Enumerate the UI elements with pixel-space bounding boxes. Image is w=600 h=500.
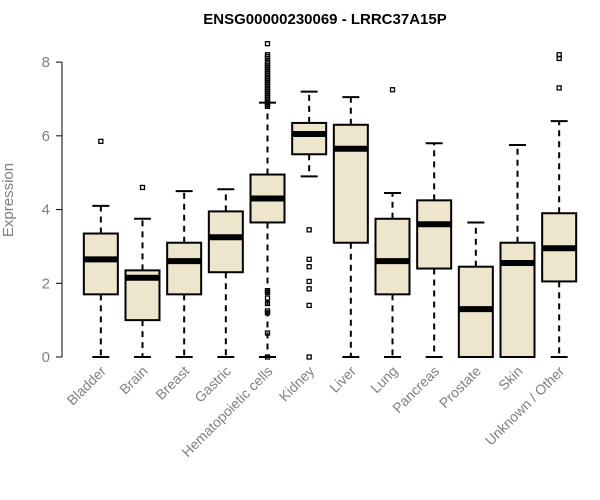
outlier-point	[264, 103, 271, 109]
outlier-point	[264, 41, 271, 47]
y-tick-label: 2	[42, 275, 50, 292]
x-category-label: Liver	[326, 363, 359, 396]
outlier-point	[306, 302, 312, 309]
iqr-box	[82, 232, 119, 296]
x-category-label: Unknown / Other	[482, 363, 568, 449]
x-category-label: Brain	[116, 363, 150, 397]
box-gastric	[207, 188, 244, 358]
iqr-box	[291, 121, 328, 156]
outlier-point	[306, 264, 312, 270]
iqr-box	[374, 217, 411, 296]
box-brain	[124, 184, 161, 358]
y-axis-label: Expression	[0, 163, 17, 237]
x-category-label: Lung	[367, 363, 400, 396]
outlier-point	[306, 286, 312, 292]
iqr-box	[207, 210, 244, 274]
x-category-label: Prostate	[436, 363, 484, 411]
outlier-point	[306, 278, 312, 285]
outlier-point	[264, 330, 271, 336]
outlier-point	[264, 310, 271, 316]
box-hematopoietic-cells	[249, 41, 286, 360]
y-axis: 0 2 4 6 8	[42, 54, 63, 366]
chart-title: ENSG00000230069 - LRRC37A15P	[203, 11, 446, 28]
outlier-point	[264, 295, 271, 301]
box-pancreas	[416, 142, 453, 358]
iqr-box	[499, 241, 536, 358]
box-unknown-other	[541, 52, 578, 358]
outlier-point	[139, 184, 146, 191]
box-lung	[374, 87, 411, 358]
outlier-point	[98, 138, 104, 145]
box-breast	[166, 190, 203, 358]
y-tick-label: 4	[42, 202, 50, 219]
box-bladder	[82, 138, 119, 358]
y-tick-label: 8	[42, 54, 50, 71]
outlier-point	[264, 354, 271, 360]
box-prostate	[457, 221, 494, 358]
y-tick-label: 0	[42, 349, 50, 366]
x-category-label: Breast	[152, 363, 192, 403]
box-liver	[332, 96, 369, 358]
outlier-point	[556, 85, 562, 91]
iqr-box	[332, 123, 369, 244]
outlier-point	[264, 300, 271, 307]
box-skin	[499, 144, 536, 358]
x-category-label: Kidney	[276, 363, 318, 405]
iqr-box	[166, 241, 203, 296]
box-kidney	[291, 90, 328, 360]
y-tick-label: 6	[42, 128, 50, 145]
outlier-point	[306, 354, 312, 360]
outlier-point	[306, 227, 312, 233]
x-category-label: Skin	[495, 363, 526, 394]
iqr-box	[416, 199, 453, 270]
boxes	[82, 41, 578, 360]
outlier-point	[389, 87, 396, 93]
outlier-point	[306, 256, 312, 262]
outlier-point	[556, 55, 562, 62]
outlier-point	[264, 289, 271, 296]
x-category-label: Bladder	[64, 363, 110, 409]
